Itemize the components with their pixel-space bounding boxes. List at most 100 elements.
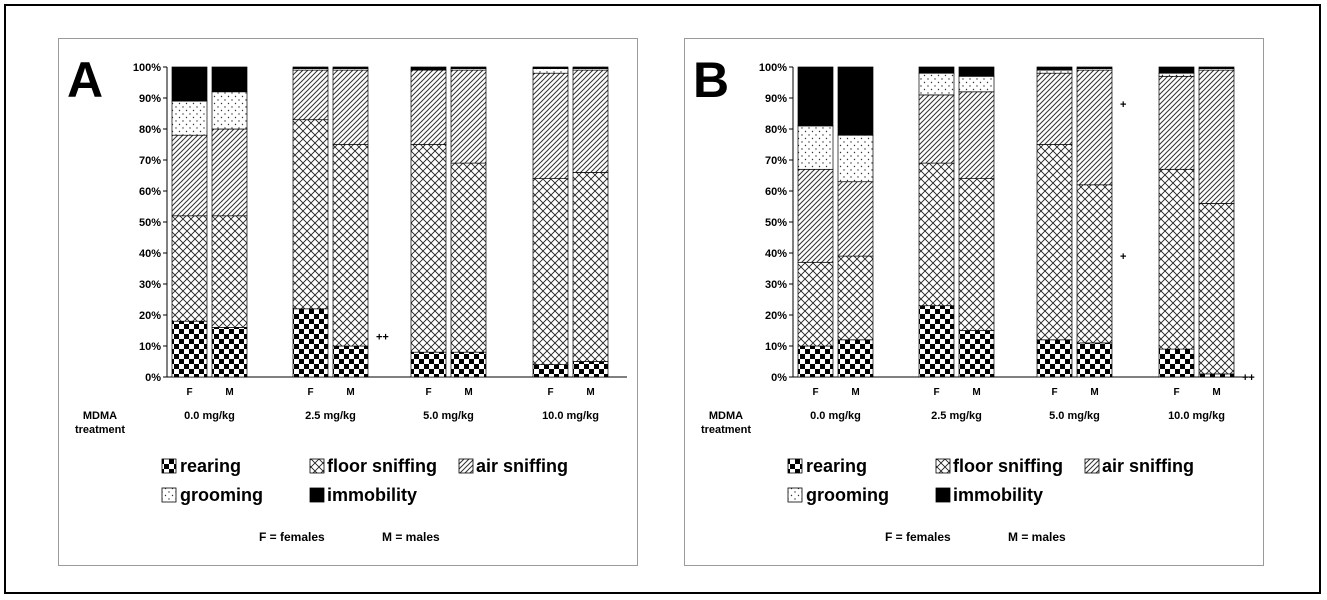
bar-segment-immobility xyxy=(1076,66,1113,69)
bar-segment-immobility xyxy=(532,66,569,69)
bar-segment-grooming xyxy=(1158,72,1195,77)
bar-segment-rearing xyxy=(1036,339,1073,378)
bar-sex-label: F xyxy=(1051,387,1057,398)
bar-segment-immobility xyxy=(410,66,447,71)
y-tick-label: 90% xyxy=(765,93,787,105)
significance-mark: ++ xyxy=(376,332,389,344)
bar-segment-rearing xyxy=(450,351,487,378)
legend-swatch-rearing xyxy=(787,458,803,474)
bar-sex-label: M xyxy=(972,387,980,398)
bar-segment-floor-sniffing xyxy=(572,172,609,362)
y-tick-label: 100% xyxy=(759,62,787,74)
bar-segment-floor-sniffing xyxy=(797,261,834,347)
bar-segment-grooming xyxy=(837,134,874,183)
legend-b: rearing floor sniffing air sniffing groo… xyxy=(787,456,1194,505)
bar-segment-immobility xyxy=(918,66,955,74)
bar-segment-floor-sniffing xyxy=(532,178,569,365)
bar-sex-label: M xyxy=(1212,387,1220,398)
y-tick-label: 40% xyxy=(765,248,787,260)
dose-group-label: 2.5 mg/kg xyxy=(305,410,356,422)
bar-sex-label: M xyxy=(586,387,594,398)
treatment-axis-label-line2: treatment xyxy=(75,424,125,436)
legend-label-rearing: rearing xyxy=(180,456,241,476)
dose-group-label: 5.0 mg/kg xyxy=(423,410,474,422)
bar-sex-label: F xyxy=(812,387,818,398)
bar-segment-air-sniffing xyxy=(532,72,569,179)
bar-segment-air-sniffing xyxy=(1076,69,1113,186)
note-females: F = females xyxy=(885,530,951,544)
bar-segment-floor-sniffing xyxy=(450,162,487,353)
bar-segment-floor-sniffing xyxy=(292,119,329,310)
bar-segment-floor-sniffing xyxy=(1198,203,1235,375)
bar-segment-grooming xyxy=(1036,69,1073,74)
bar-segment-air-sniffing xyxy=(572,69,609,173)
panel-a: A 0% 10% 20% 30% 40% 50% 60% 70% 80% 90% 100% F M F M… xyxy=(58,38,638,566)
bar-segment-rearing xyxy=(572,361,609,378)
dose-group-label: 10.0 mg/kg xyxy=(542,410,599,422)
bar-segment-immobility xyxy=(1198,66,1235,69)
bar-segment-air-sniffing xyxy=(450,69,487,164)
legend-swatch-rearing xyxy=(161,458,177,474)
bar-segment-floor-sniffing xyxy=(1158,168,1195,350)
bar-segment-air-sniffing xyxy=(211,128,248,217)
bar-segment-floor-sniffing xyxy=(837,255,874,341)
bar-segment-floor-sniffing xyxy=(1036,144,1073,341)
legend-label-air-sniffing: air sniffing xyxy=(476,456,568,476)
y-tick-label: 0% xyxy=(145,372,161,384)
bar-sex-label: F xyxy=(186,387,192,398)
dose-group-label: 2.5 mg/kg xyxy=(931,410,982,422)
bar-segment-rearing xyxy=(918,305,955,378)
bar-segment-rearing xyxy=(1198,373,1235,378)
legend-label-grooming: grooming xyxy=(180,485,263,505)
bar-segment-grooming xyxy=(211,91,248,130)
bar-segment-immobility xyxy=(450,66,487,69)
y-tick-label: 50% xyxy=(139,217,161,229)
bar-segment-rearing xyxy=(837,339,874,378)
bar-segment-floor-sniffing xyxy=(332,144,369,347)
y-tick-label: 10% xyxy=(765,341,787,353)
bar-segment-floor-sniffing xyxy=(958,178,995,331)
panel-b: B 0% 10% 20% 30% 40% 50% 60% 70% 80% 90% 100% F M F M… xyxy=(684,38,1264,566)
bar-sex-label: F xyxy=(547,387,553,398)
bar-segment-air-sniffing xyxy=(797,168,834,263)
legend-swatch-grooming xyxy=(787,487,803,503)
legend-swatch-floor-sniffing xyxy=(309,458,325,474)
bar-sex-label: M xyxy=(464,387,472,398)
bar-segment-immobility xyxy=(1158,66,1195,74)
bar-sex-label: M xyxy=(225,387,233,398)
legend-swatch-air-sniffing xyxy=(458,458,474,474)
y-tick-label: 0% xyxy=(771,372,787,384)
y-tick-label: 80% xyxy=(139,124,161,136)
dose-group-label: 5.0 mg/kg xyxy=(1049,410,1100,422)
bar-segment-rearing xyxy=(1158,348,1195,378)
y-tick-label: 50% xyxy=(765,217,787,229)
bar-segment-air-sniffing xyxy=(958,91,995,179)
y-tick-label: 30% xyxy=(765,279,787,291)
bar-segment-air-sniffing xyxy=(410,69,447,145)
bar-segment-immobility xyxy=(332,66,369,69)
legend-label-floor-sniffing: floor sniffing xyxy=(953,456,1063,476)
bar-sex-label: M xyxy=(851,387,859,398)
legend-label-air-sniffing: air sniffing xyxy=(1102,456,1194,476)
panel-letter-b: B xyxy=(693,52,729,108)
bar-sex-label: F xyxy=(425,387,431,398)
bar-segment-rearing xyxy=(958,330,995,378)
treatment-axis-label-line1: MDMA xyxy=(709,410,743,422)
legend-a: rearing floor sniffing air sniffing groo… xyxy=(161,456,568,505)
y-tick-label: 80% xyxy=(765,124,787,136)
bar-segment-grooming xyxy=(918,72,955,96)
y-tick-label: 60% xyxy=(765,186,787,198)
bar-sex-label: F xyxy=(307,387,313,398)
bar-segment-floor-sniffing xyxy=(211,215,248,328)
dose-group-label: 0.0 mg/kg xyxy=(184,410,235,422)
bar-segment-air-sniffing xyxy=(1198,69,1235,204)
legend-label-rearing: rearing xyxy=(806,456,867,476)
bar-segment-immobility xyxy=(171,66,208,102)
y-tick-label: 90% xyxy=(139,93,161,105)
bar-segment-rearing xyxy=(1076,342,1113,378)
bar-segment-immobility xyxy=(292,66,329,69)
y-tick-label: 20% xyxy=(139,310,161,322)
legend-label-immobility: immobility xyxy=(953,485,1043,505)
bar-segment-rearing xyxy=(332,345,369,378)
bar-segment-immobility xyxy=(211,66,248,93)
